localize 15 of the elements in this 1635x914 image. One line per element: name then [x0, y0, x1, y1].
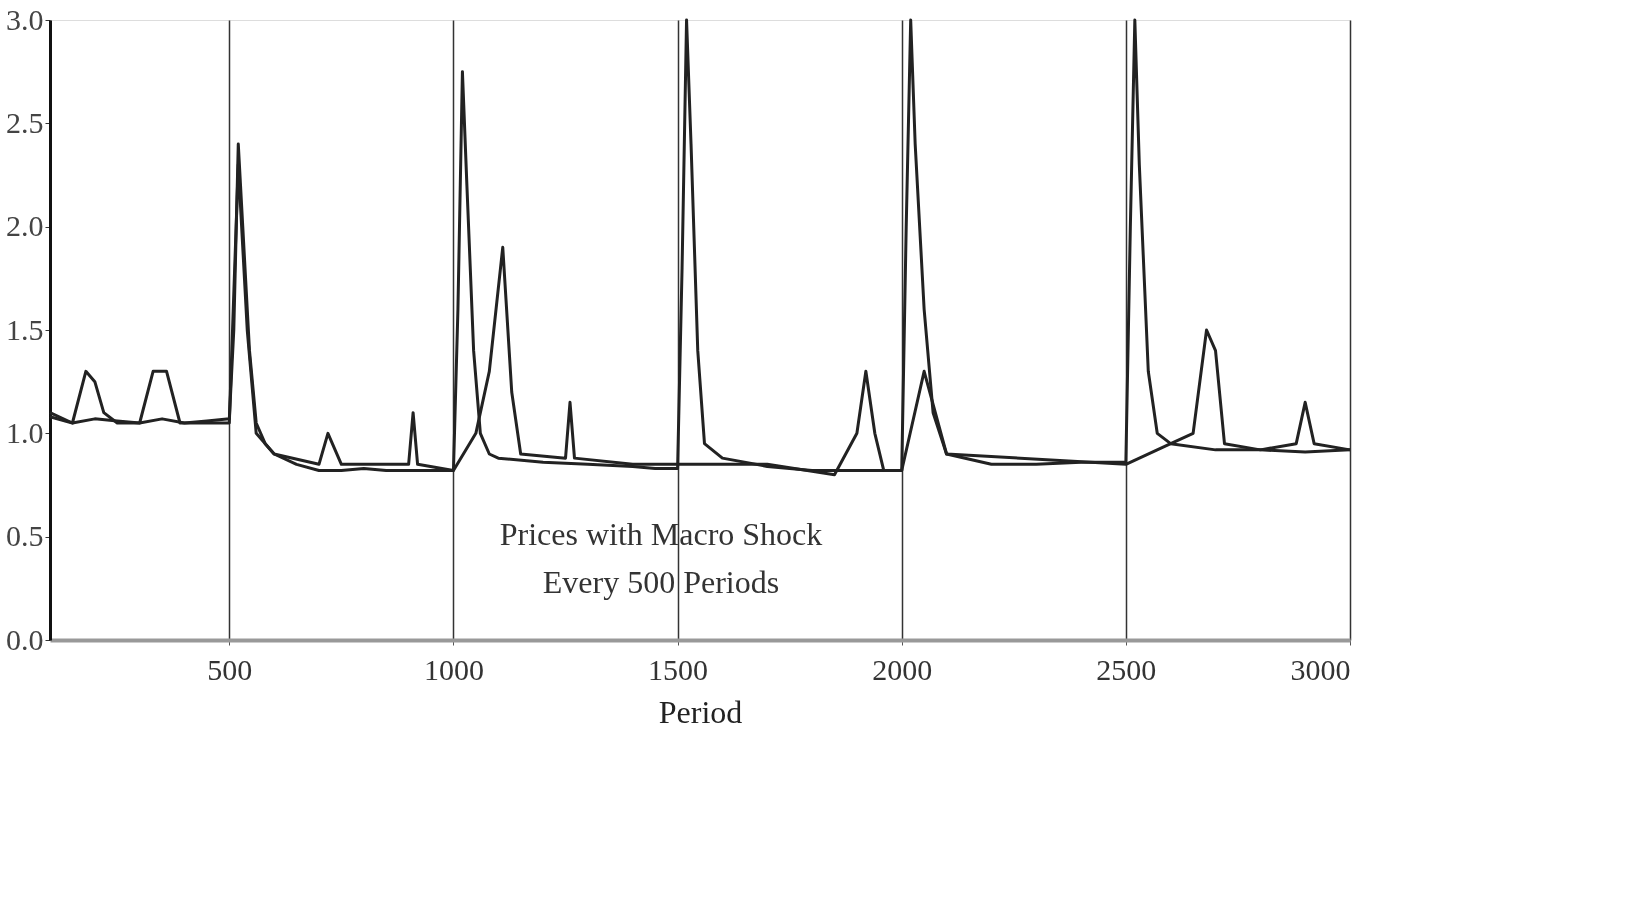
x-tick-label: 500: [207, 652, 253, 686]
y-tick-label: 1.0: [6, 415, 44, 449]
y-tick-label: 1.5: [6, 312, 44, 346]
x-axis-title: Period: [658, 693, 743, 730]
y-tick-label: 2.5: [6, 105, 44, 139]
x-tick-label: 2500: [1096, 652, 1157, 686]
annotation: Every 500 Periods: [542, 563, 780, 600]
y-tick-label: 0.5: [6, 519, 44, 553]
x-tick-label: 1500: [648, 652, 709, 686]
y-tick-label: 2.0: [6, 209, 44, 243]
x-tick-label: 3000: [1290, 652, 1351, 686]
y-tick-label: 0.0: [6, 622, 44, 656]
x-tick-label: 2000: [872, 652, 933, 686]
y-tick-label: 3.0: [6, 2, 44, 36]
x-tick-label: 1000: [423, 652, 484, 686]
